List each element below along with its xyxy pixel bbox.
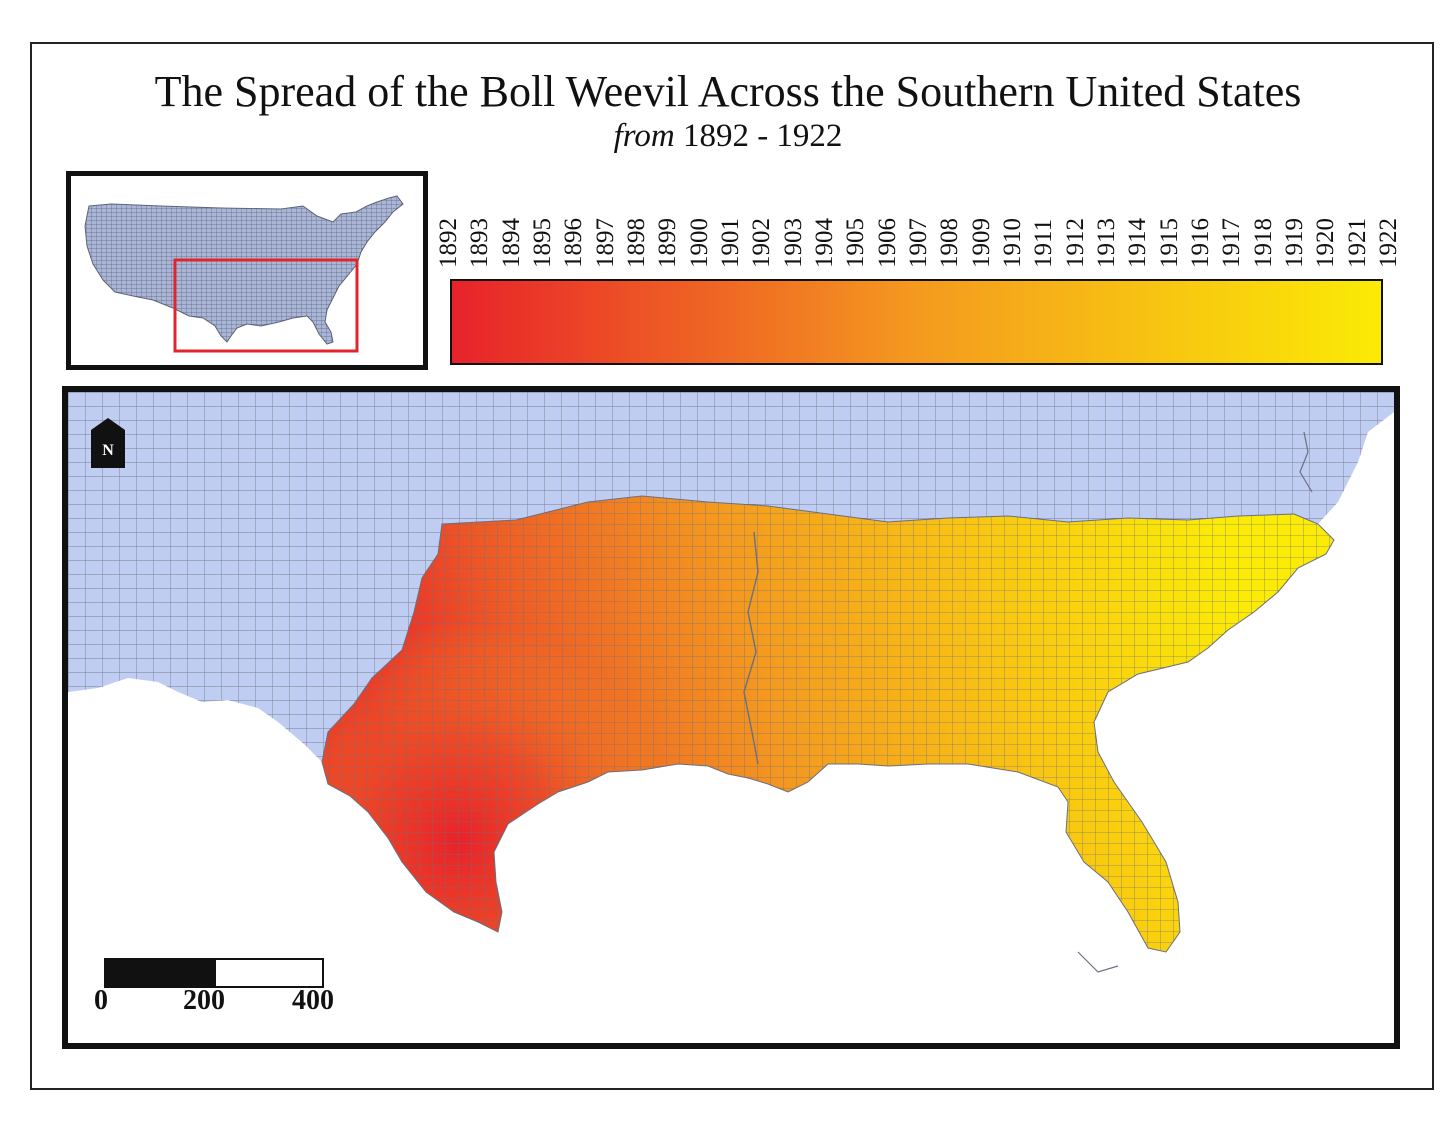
map-subtitle: from 1892 - 1922 xyxy=(0,118,1456,154)
legend-year-label: 1909 xyxy=(967,218,995,268)
legend-year-1904: 1904 xyxy=(808,182,838,272)
legend-year-1899: 1899 xyxy=(651,182,681,272)
legend-year-label: 1921 xyxy=(1343,218,1371,268)
legend-year-1901: 1901 xyxy=(714,182,744,272)
legend-year-1912: 1912 xyxy=(1059,182,1089,272)
legend-year-1905: 1905 xyxy=(839,182,869,272)
legend-year-label: 1914 xyxy=(1124,218,1152,268)
legend-year-1916: 1916 xyxy=(1184,182,1214,272)
subtitle-prefix: from xyxy=(613,118,675,154)
legend-year-label: 1913 xyxy=(1093,218,1120,268)
legend-year-1913: 1913 xyxy=(1090,182,1120,272)
legend-year-1921: 1921 xyxy=(1341,182,1371,272)
legend-year-1917: 1917 xyxy=(1215,182,1245,272)
scale-label-400: 400 xyxy=(292,985,334,1016)
scale-label-0: 0 xyxy=(94,985,108,1016)
legend-year-label: 1900 xyxy=(685,218,713,268)
main-map xyxy=(62,386,1400,1049)
legend-year-1906: 1906 xyxy=(871,182,901,272)
legend-year-1908: 1908 xyxy=(933,182,963,272)
legend-year-1898: 1898 xyxy=(620,182,650,272)
legend-year-label: 1906 xyxy=(873,218,901,268)
scale-bar xyxy=(104,958,324,988)
legend-year-1911: 1911 xyxy=(1027,182,1057,272)
legend-year-label: 1907 xyxy=(905,218,932,268)
legend-year-label: 1902 xyxy=(748,218,776,268)
legend-year-1903: 1903 xyxy=(777,182,807,272)
map-title: The Spread of the Boll Weevil Across the… xyxy=(154,67,1302,116)
north-arrow-icon: N xyxy=(91,418,125,468)
legend-year-1900: 1900 xyxy=(683,182,713,272)
legend-year-1910: 1910 xyxy=(996,182,1026,272)
legend-year-label: 1905 xyxy=(842,218,870,268)
legend-year-label: 1903 xyxy=(779,218,807,268)
legend-year-1895: 1895 xyxy=(526,182,556,272)
inset-focus-rectangle xyxy=(173,258,359,353)
legend-year-label: 1917 xyxy=(1218,218,1246,268)
legend-year-1894: 1894 xyxy=(495,182,525,272)
legend-year-1902: 1902 xyxy=(745,182,775,272)
legend-year-1907: 1907 xyxy=(902,182,932,272)
legend-year-label: 1892 xyxy=(435,218,462,268)
legend-year-label: 1911 xyxy=(1030,218,1058,268)
legend-year-label: 1901 xyxy=(717,218,744,268)
legend-year-label: 1894 xyxy=(497,218,525,268)
legend-color-ramp xyxy=(450,279,1383,365)
legend-year-1909: 1909 xyxy=(965,182,995,272)
legend-year-1892: 1892 xyxy=(432,182,462,272)
legend-year-label: 1912 xyxy=(1061,218,1089,268)
legend-year-label: 1915 xyxy=(1155,218,1183,268)
legend-year-1897: 1897 xyxy=(589,182,619,272)
legend-year-label: 1904 xyxy=(811,218,838,268)
legend-year-label: 1899 xyxy=(654,218,682,268)
legend-year-labels: 1892 1893 1894 1895 1896 1897 1898 1899 1900 1901… xyxy=(435,182,1402,272)
scale-label-200: 200 xyxy=(183,985,225,1016)
legend-year-label: 1897 xyxy=(591,218,619,268)
north-label: N xyxy=(102,442,114,459)
legend-year-1918: 1918 xyxy=(1247,182,1277,272)
inset-us-outline xyxy=(84,195,404,345)
legend-year-label: 1919 xyxy=(1281,218,1308,268)
legend-year-label: 1895 xyxy=(529,218,556,268)
legend-year-1914: 1914 xyxy=(1121,182,1151,272)
legend-year-1896: 1896 xyxy=(557,182,587,272)
legend-year-label: 1920 xyxy=(1312,218,1340,268)
legend-year-1893: 1893 xyxy=(463,182,493,272)
legend-year-1920: 1920 xyxy=(1309,182,1339,272)
legend-year-label: 1908 xyxy=(936,218,964,268)
legend-year-label: 1922 xyxy=(1375,218,1402,268)
map-page-frame xyxy=(30,42,1434,1090)
locator-inset-map xyxy=(66,171,428,370)
legend-year-label: 1910 xyxy=(999,218,1026,268)
legend-year-label: 1918 xyxy=(1249,218,1277,268)
subtitle-range: 1892 - 1922 xyxy=(682,118,843,154)
legend-year-1919: 1919 xyxy=(1278,182,1308,272)
legend-year-label: 1896 xyxy=(560,218,588,268)
legend-year-label: 1898 xyxy=(623,218,650,268)
legend-year-label: 1893 xyxy=(466,218,494,268)
legend-year-1915: 1915 xyxy=(1153,182,1183,272)
legend-year-1922: 1922 xyxy=(1372,182,1402,272)
infested-counties xyxy=(321,495,1335,953)
legend-year-label: 1916 xyxy=(1187,218,1214,268)
